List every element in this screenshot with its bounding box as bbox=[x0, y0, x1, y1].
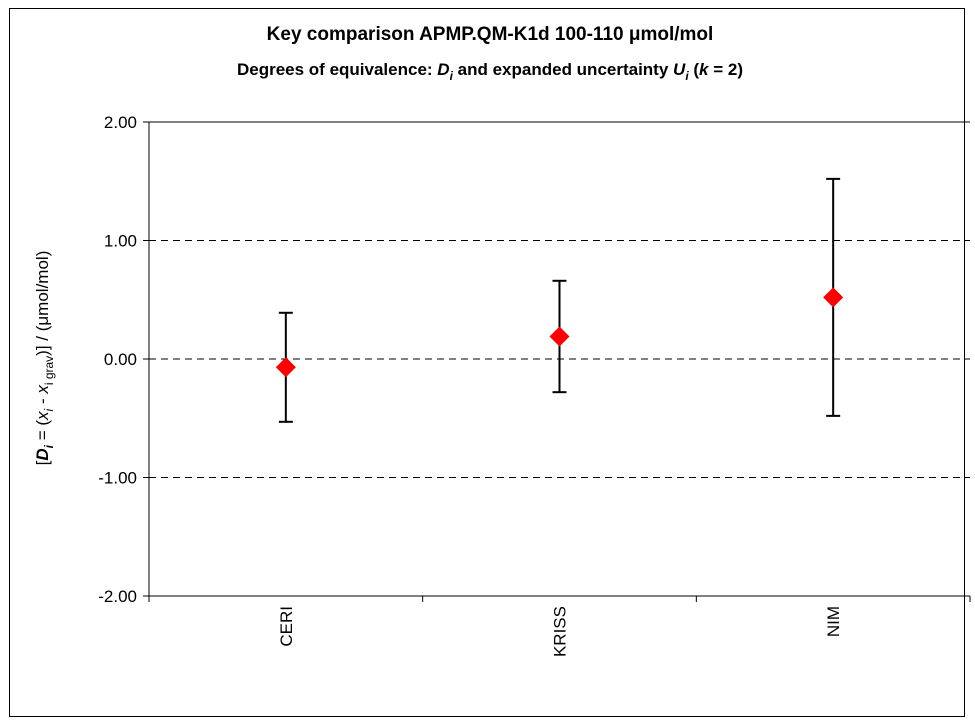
x-category-label-nim: NIM bbox=[824, 606, 843, 637]
y-tick-label-4: -2.00 bbox=[98, 587, 137, 606]
ylabel-x2-symbol: x bbox=[33, 385, 52, 395]
subtitle-k-close: = 2) bbox=[709, 60, 744, 79]
subtitle-middle: and expanded uncertainty bbox=[453, 60, 673, 79]
subtitle-k-open: ( bbox=[689, 60, 700, 79]
y-tick-label-2: 0.00 bbox=[104, 350, 137, 369]
y-tick-label-3: -1.00 bbox=[98, 469, 137, 488]
y-tick-label-0: 2.00 bbox=[104, 113, 137, 132]
chart-title: Key comparison APMP.QM-K1d 100-110 μmol/… bbox=[267, 24, 714, 45]
chart-frame bbox=[9, 8, 965, 717]
ylabel-x1-symbol: x bbox=[33, 411, 52, 421]
subtitle-u-sub: i bbox=[685, 69, 689, 83]
subtitle-u-symbol: U bbox=[673, 60, 686, 79]
ylabel-mu: μ bbox=[33, 316, 52, 326]
x-category-label-kriss: KRISS bbox=[551, 606, 570, 657]
chart-subtitle: Degrees of equivalence: Di and expanded … bbox=[237, 60, 743, 83]
subtitle-d-symbol: D bbox=[437, 60, 449, 79]
data-point-nim bbox=[823, 287, 844, 308]
ylabel-x2-sub: i grav bbox=[42, 356, 56, 385]
x-category-label-ceri: CERI bbox=[277, 606, 296, 647]
data-point-ceri bbox=[275, 357, 296, 378]
data-point-kriss bbox=[549, 326, 570, 347]
ylabel-x1-sub: i bbox=[42, 408, 56, 411]
ylabel-close: )] / ( bbox=[33, 325, 52, 356]
ylabel-d-sub: i bbox=[42, 444, 56, 448]
subtitle-prefix: Degrees of equivalence: bbox=[237, 60, 437, 79]
ylabel-unit: mol/mol) bbox=[33, 251, 52, 316]
ylabel-d-symbol: D bbox=[33, 448, 52, 460]
y-axis-label: [Di = (xi - xi grav)] / (μmol/mol) bbox=[33, 251, 56, 466]
ylabel-eq: = ( bbox=[33, 420, 52, 445]
ylabel-minus: - bbox=[33, 394, 52, 409]
ylabel-open: [ bbox=[33, 460, 52, 465]
plot-area: 2.00 1.00 0.00 -1.00 -2.00 CERI KRISS NIM bbox=[98, 113, 971, 657]
y-tick-label-1: 1.00 bbox=[104, 232, 137, 251]
subtitle-k-symbol: k bbox=[699, 60, 710, 79]
subtitle-d-sub: i bbox=[450, 69, 454, 83]
